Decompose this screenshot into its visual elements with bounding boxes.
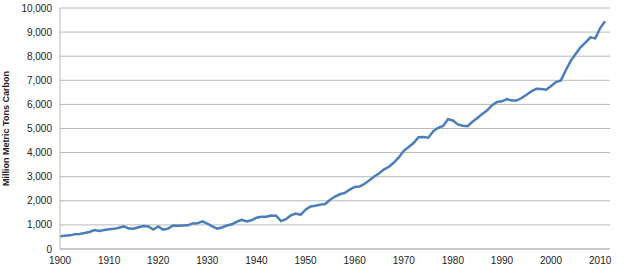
svg-text:1900: 1900 bbox=[49, 255, 72, 266]
svg-text:5,000: 5,000 bbox=[27, 123, 52, 134]
svg-text:3,000: 3,000 bbox=[27, 171, 52, 182]
svg-text:1960: 1960 bbox=[344, 255, 367, 266]
svg-text:1930: 1930 bbox=[196, 255, 219, 266]
svg-text:8,000: 8,000 bbox=[27, 51, 52, 62]
svg-text:6,000: 6,000 bbox=[27, 99, 52, 110]
svg-text:1910: 1910 bbox=[98, 255, 121, 266]
svg-text:1,000: 1,000 bbox=[27, 219, 52, 230]
svg-text:2000: 2000 bbox=[540, 255, 563, 266]
svg-text:1970: 1970 bbox=[393, 255, 416, 266]
svg-text:1940: 1940 bbox=[245, 255, 268, 266]
svg-text:9,000: 9,000 bbox=[27, 27, 52, 38]
svg-text:7,000: 7,000 bbox=[27, 75, 52, 86]
svg-text:4,000: 4,000 bbox=[27, 147, 52, 158]
svg-text:2010: 2010 bbox=[589, 255, 612, 266]
svg-text:1990: 1990 bbox=[491, 255, 514, 266]
svg-text:1980: 1980 bbox=[442, 255, 465, 266]
svg-text:2,000: 2,000 bbox=[27, 195, 52, 206]
svg-text:1920: 1920 bbox=[147, 255, 170, 266]
svg-text:0: 0 bbox=[46, 244, 52, 255]
svg-text:10,000: 10,000 bbox=[21, 3, 52, 14]
svg-text:Million Metric Tons Carbon: Million Metric Tons Carbon bbox=[8, 71, 11, 186]
svg-text:1950: 1950 bbox=[294, 255, 317, 266]
